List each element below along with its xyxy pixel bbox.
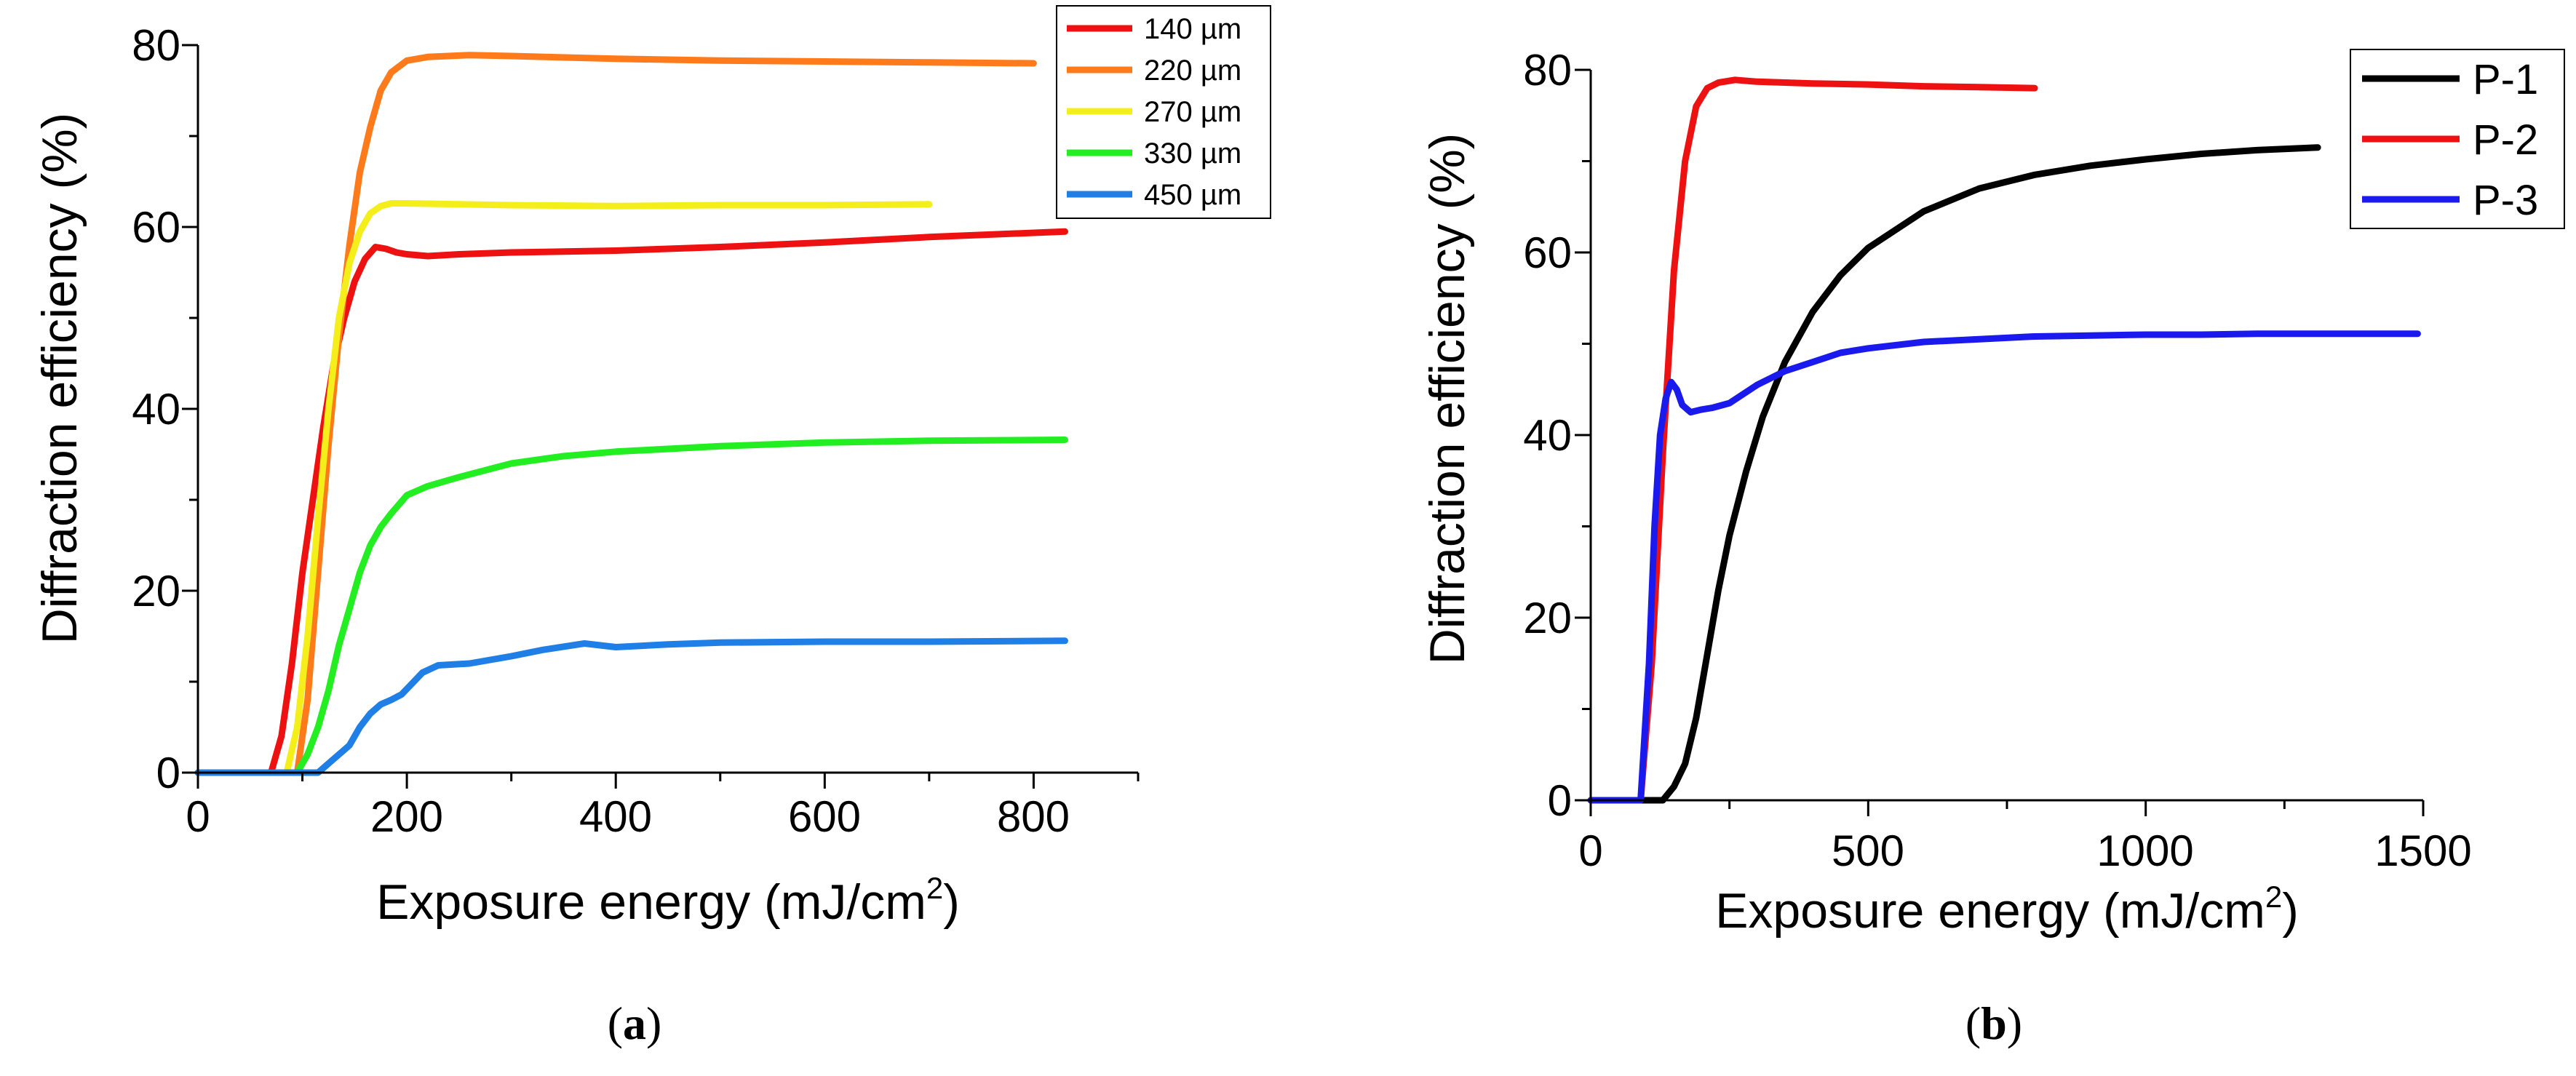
panel-b-series-lines	[1587, 76, 2421, 804]
panel-b-legend-label: P-1	[2473, 56, 2538, 103]
panel-b-ytick-label: 20	[1523, 594, 1572, 642]
panel-a: 0 20 40 60 80 0 200 400 600 800 Exposure…	[32, 5, 1271, 1049]
panel-b-legend: P-1 P-2 P-3	[2350, 49, 2565, 229]
panel-a-series-line-220-m	[194, 52, 1037, 776]
panel-a-ytick-label: 0	[156, 749, 180, 797]
panel-a-series-lines	[194, 52, 1068, 776]
panel-b-xtick-label: 1000	[2096, 826, 2193, 875]
panel-b-plot-area	[1587, 76, 2421, 804]
panel-b-ytick-label: 40	[1523, 411, 1572, 460]
panel-b-y-axis-title: Diffraction efficiency (%)	[1420, 133, 1475, 665]
panel-b-xtick-label: 1500	[2374, 826, 2471, 875]
panel-a-ytick-label: 40	[132, 385, 180, 434]
panel-a-xtick-label: 200	[370, 792, 443, 841]
panel-a-series-line-270-m	[194, 200, 933, 776]
panel-a-legend: 140 µm 220 µm 270 µm 330 µm 450 µm	[1056, 5, 1271, 219]
panel-b-xtick-label: 0	[1578, 826, 1602, 875]
panel-b-caption: (b)	[1965, 997, 2022, 1049]
panel-b-x-axis-title: Exposure energy (mJ/cm2)	[1715, 880, 2299, 938]
panel-a-y-axis-title: Diffraction efficiency (%)	[32, 113, 87, 645]
panel-a-xtick-label: 600	[788, 792, 861, 841]
panel-a-caption: (a)	[608, 997, 662, 1049]
panel-a-xtick-label: 400	[579, 792, 652, 841]
panel-b-series-line-p-3	[1587, 330, 2421, 804]
panel-a-legend-label: 450 µm	[1144, 179, 1241, 211]
panel-a-ticks	[182, 44, 1140, 789]
panel-a-legend-label: 270 µm	[1144, 96, 1241, 128]
panel-a-x-axis-title: Exposure energy (mJ/cm2)	[376, 871, 960, 930]
panel-a-series-line-450-m	[194, 637, 1068, 776]
panel-b-legend-label: P-3	[2473, 177, 2538, 224]
panel-a-ytick-label: 80	[132, 21, 180, 70]
panel-a-xtick-label: 800	[997, 792, 1070, 841]
panel-a-series-line-330-m	[194, 437, 1068, 776]
panel-a-xtick-label: 0	[186, 792, 210, 841]
panel-a-series-line-140-m	[194, 228, 1068, 776]
panel-b-ytick-label: 80	[1523, 46, 1572, 95]
panel-a-legend-label: 220 µm	[1144, 55, 1241, 87]
panel-b: 0 20 40 60 80 0 500 1000 1500 Exposure e…	[1420, 46, 2565, 1049]
panel-b-ytick-label: 0	[1548, 776, 1572, 825]
panel-a-legend-label: 330 µm	[1144, 138, 1241, 170]
panel-a-ytick-label: 60	[132, 203, 180, 252]
panel-b-ytick-label: 60	[1523, 228, 1572, 277]
panel-b-xtick-label: 500	[1832, 826, 1904, 875]
panel-a-ytick-label: 20	[132, 567, 180, 615]
panel-b-legend-label: P-2	[2473, 116, 2538, 164]
panel-b-series-line-p-2	[1587, 76, 2038, 804]
panel-a-legend-label: 140 µm	[1144, 13, 1241, 45]
panel-b-ticks	[1575, 68, 2425, 816]
panel-b-series-line-p-1	[1587, 144, 2321, 804]
panel-a-plot-area	[194, 52, 1068, 776]
